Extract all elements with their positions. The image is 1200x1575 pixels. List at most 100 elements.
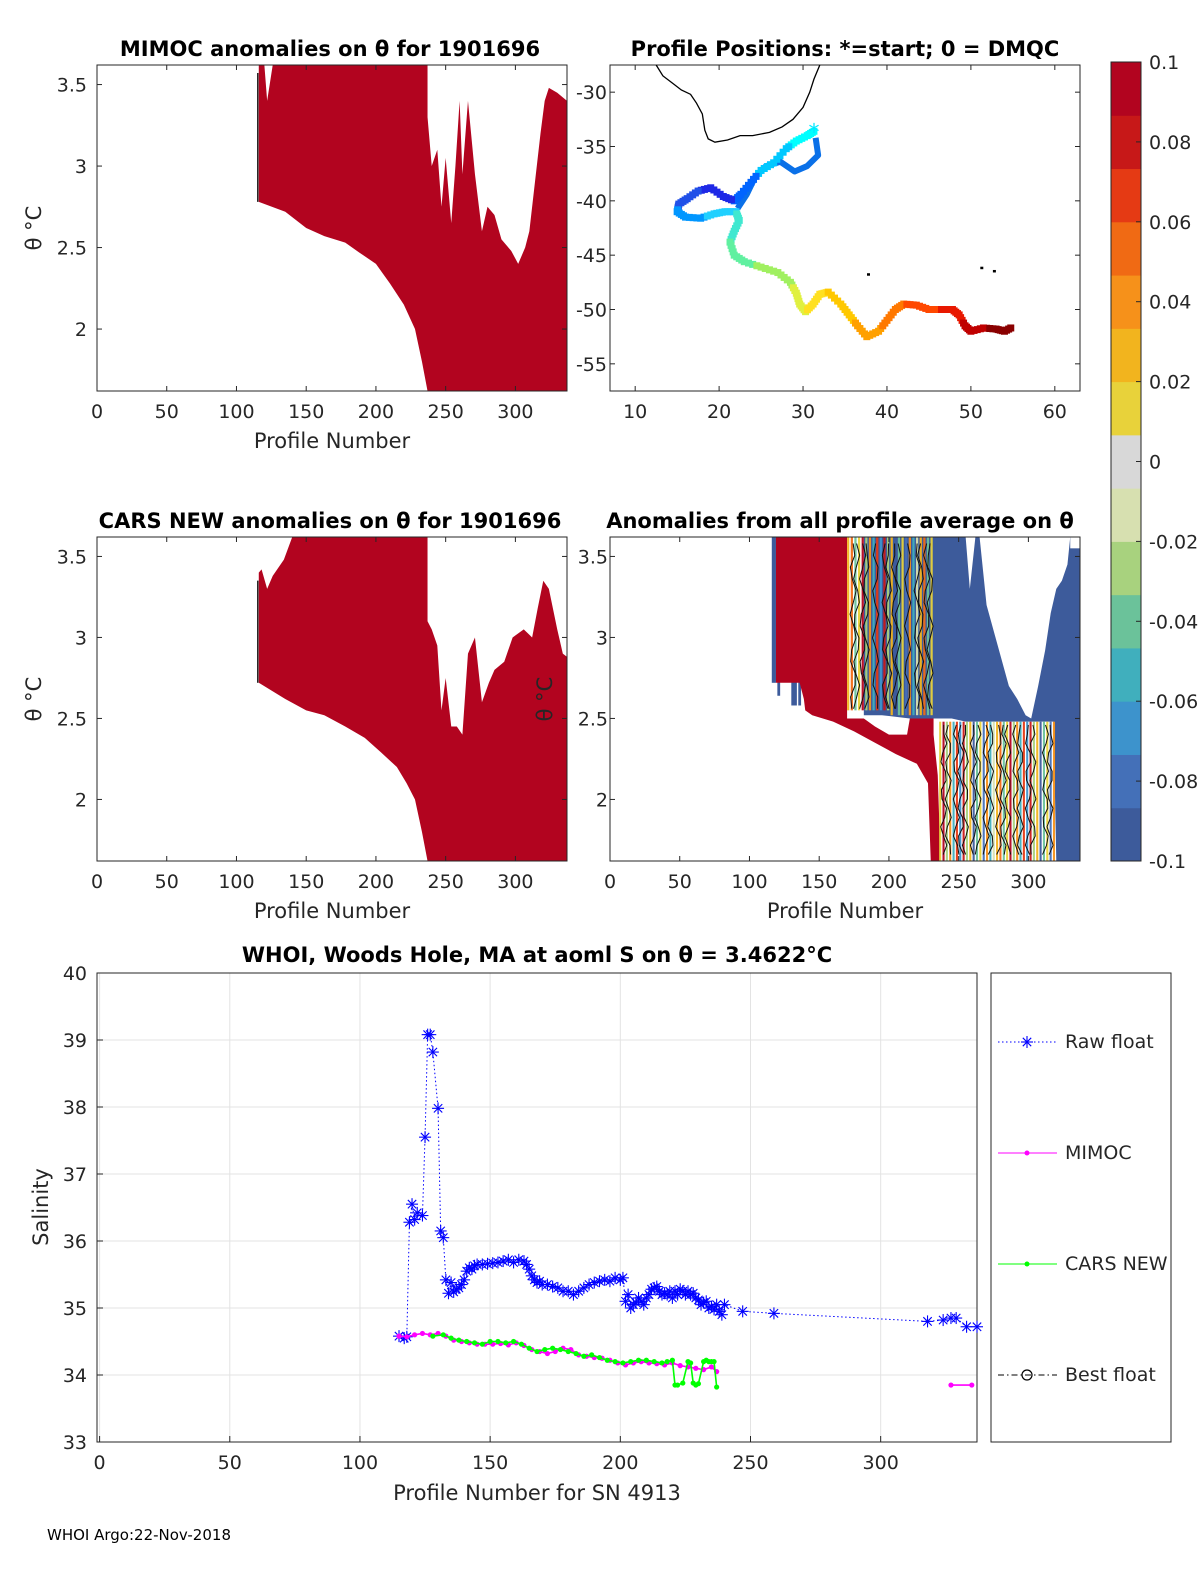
positions-island-0 xyxy=(867,273,870,276)
positions-point xyxy=(782,145,790,153)
anom-lower-strip xyxy=(1012,721,1015,861)
sal-cars-new-point xyxy=(430,1333,436,1339)
anom-upper-strip xyxy=(908,537,911,716)
positions-coastline xyxy=(655,64,821,143)
sal-raw-float-point xyxy=(603,1275,616,1288)
colorbar-tick-label-4: 0.02 xyxy=(1149,372,1191,394)
mimoc-ytick-label-0: 2 xyxy=(75,319,87,341)
sal-cars-new-point xyxy=(581,1353,587,1359)
colorbar-tick-label-2: 0.06 xyxy=(1149,212,1191,234)
sal-cars-new-point xyxy=(669,1357,675,1363)
sal-cars-new-point xyxy=(495,1338,501,1345)
anom-lower-strip xyxy=(1022,721,1025,861)
legend-best-float-marker xyxy=(1021,1369,1033,1381)
anom-xtick-label-3: 150 xyxy=(801,871,837,893)
anom-upper-strip xyxy=(854,537,857,711)
anom-lower-contours xyxy=(940,724,1054,855)
sal-ytick-label-7: 40 xyxy=(63,963,87,985)
anom-lower-strip xyxy=(1019,721,1022,861)
positions-point xyxy=(770,267,778,275)
cars-ytick-label-1: 2.5 xyxy=(57,708,87,730)
cars-xtick-label-4: 200 xyxy=(358,871,394,893)
sal-raw-float-point xyxy=(445,1276,458,1289)
legend-best-float-label: Best float xyxy=(1065,1364,1156,1386)
colorbar-tick-label-3: 0.04 xyxy=(1149,292,1191,314)
positions-point xyxy=(740,258,748,266)
colorbar-tick-label-9: -0.08 xyxy=(1149,771,1198,793)
positions-point xyxy=(753,262,761,270)
positions-point xyxy=(761,264,769,272)
cars-ytick-label-3: 3.5 xyxy=(57,546,87,568)
anom-lower-strip xyxy=(1002,721,1005,861)
sal-cars-new-point xyxy=(542,1346,548,1353)
sal-mimoc-point xyxy=(693,1365,699,1371)
sal-cars-new-point xyxy=(659,1360,665,1366)
anom-lower-strip xyxy=(965,721,969,861)
colorbar-swatch-11 xyxy=(1111,221,1141,276)
anom-lower-strip xyxy=(945,721,948,861)
sal-xtick-label-1: 50 xyxy=(218,1452,242,1474)
sal-mimoc-point xyxy=(412,1332,418,1338)
sal-raw-float-point xyxy=(419,1131,432,1144)
anom-upper-strip xyxy=(879,537,882,711)
anom-xtick-label-1: 50 xyxy=(668,871,692,893)
sal-raw-float-point xyxy=(424,1028,437,1041)
anom-upper-strip xyxy=(890,537,893,716)
mimoc-xlabel: Profile Number xyxy=(254,429,411,453)
anom-upper-strip xyxy=(912,537,915,716)
sal-xtick-label-0: 0 xyxy=(94,1452,106,1474)
sal-cars-new-point xyxy=(526,1345,532,1351)
sal-frame xyxy=(96,972,978,1443)
sal-mimoc-point xyxy=(396,1333,402,1339)
sal-raw-float-point xyxy=(406,1198,419,1211)
sal-mimoc-point xyxy=(544,1350,551,1357)
cars-xtick-label-3: 150 xyxy=(288,871,324,893)
cars-ytick-label-0: 2 xyxy=(75,789,87,811)
positions-point xyxy=(757,263,765,271)
sal-cars-new-point xyxy=(565,1348,571,1355)
mimoc-frame xyxy=(96,64,568,392)
cars-xtick-label-1: 50 xyxy=(155,871,179,893)
legend-mimoc-marker xyxy=(1024,1150,1030,1156)
anom-ytick-label-0: 2 xyxy=(596,789,608,811)
sal-cars-new-point xyxy=(628,1359,634,1365)
sal-raw-float-point xyxy=(715,1308,728,1321)
anom-lower-strip xyxy=(982,721,985,861)
colorbar-swatch-3 xyxy=(1111,647,1141,702)
positions-point xyxy=(776,152,784,160)
anom-xtick-label-2: 100 xyxy=(731,871,767,893)
positions-xtick-label-5: 60 xyxy=(1043,401,1067,423)
positions-loop-track xyxy=(735,137,822,211)
sal-raw-float-point xyxy=(937,1314,950,1327)
sal-cars-new-point xyxy=(651,1359,657,1365)
sal-cars-new-point xyxy=(573,1350,579,1357)
anom-white-notch xyxy=(1070,537,1080,549)
anom-lower-strip xyxy=(996,721,999,861)
mimoc-xtick-label-4: 200 xyxy=(358,401,394,423)
sal-cars-new-point xyxy=(487,1338,493,1345)
mimoc-ytick-label-1: 2.5 xyxy=(57,238,87,260)
sal-mimoc-point xyxy=(969,1382,975,1388)
anom-xtick-label-4: 200 xyxy=(871,871,907,893)
anom-xtick-label-6: 300 xyxy=(1010,871,1046,893)
positions-ytick-label-5: -55 xyxy=(576,354,607,376)
anom-lower-strip xyxy=(989,721,992,861)
sal-cars-new-point xyxy=(456,1337,462,1343)
mimoc-anomaly-region xyxy=(258,65,567,391)
colorbar-tick-label-8: -0.06 xyxy=(1149,691,1198,713)
legend-mimoc-label: MIMOC xyxy=(1065,1142,1132,1164)
sal-cars-new-point xyxy=(589,1352,595,1358)
anom-lower-strip xyxy=(1036,721,1039,861)
cars-xlabel: Profile Number xyxy=(254,899,411,923)
sal-raw-float-point xyxy=(416,1209,429,1222)
legend-raw-float-label: Raw float xyxy=(1065,1031,1154,1053)
anom-upper-strip xyxy=(872,537,875,711)
sal-raw-float-point xyxy=(622,1288,635,1301)
anom-upper-strip xyxy=(861,537,864,711)
anom-upper-strip xyxy=(886,537,890,711)
positions-point xyxy=(765,266,773,274)
legend-raw-float-marker xyxy=(1021,1036,1033,1048)
sal-mimoc-point xyxy=(948,1382,954,1388)
positions-point xyxy=(773,155,781,163)
